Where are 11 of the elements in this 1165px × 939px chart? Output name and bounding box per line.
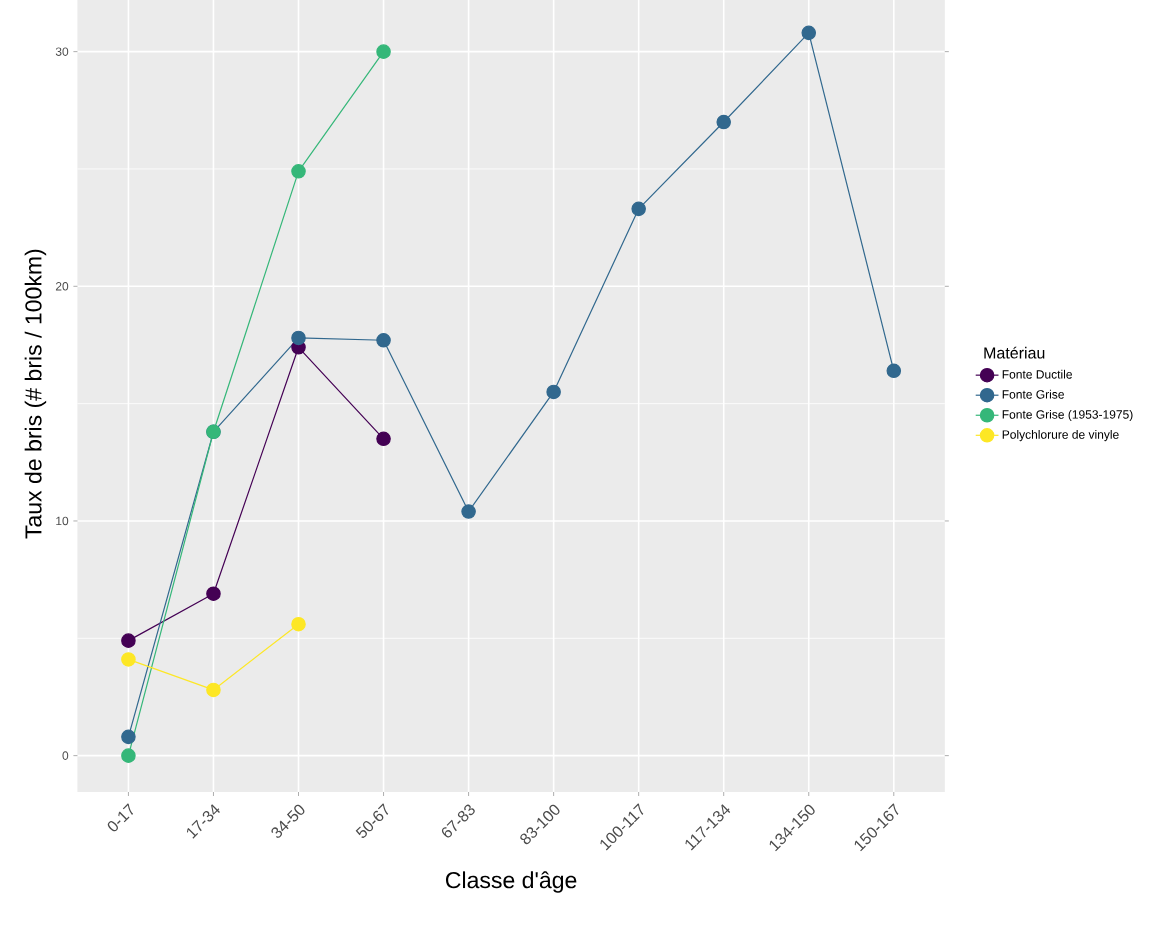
legend-label: Fonte Grise [1002, 389, 1064, 399]
legend-label: Fonte Grise (1953-1975) [1002, 409, 1133, 422]
x-axis-title: Classe d'âge [445, 871, 577, 893]
y-tick-label: 30 [55, 47, 69, 56]
y-tick-label: 0 [62, 751, 69, 760]
legend-label: Polychlorure de vinyle [1002, 430, 1119, 442]
y-tick-label: 10 [56, 516, 69, 526]
legend-label: Fonte Ductile [1002, 369, 1072, 379]
y-axis-title: Taux de bris (# bris / 100km) [24, 249, 47, 539]
legend-title: Matériau [984, 346, 1045, 359]
y-tick-label: 20 [55, 282, 69, 291]
